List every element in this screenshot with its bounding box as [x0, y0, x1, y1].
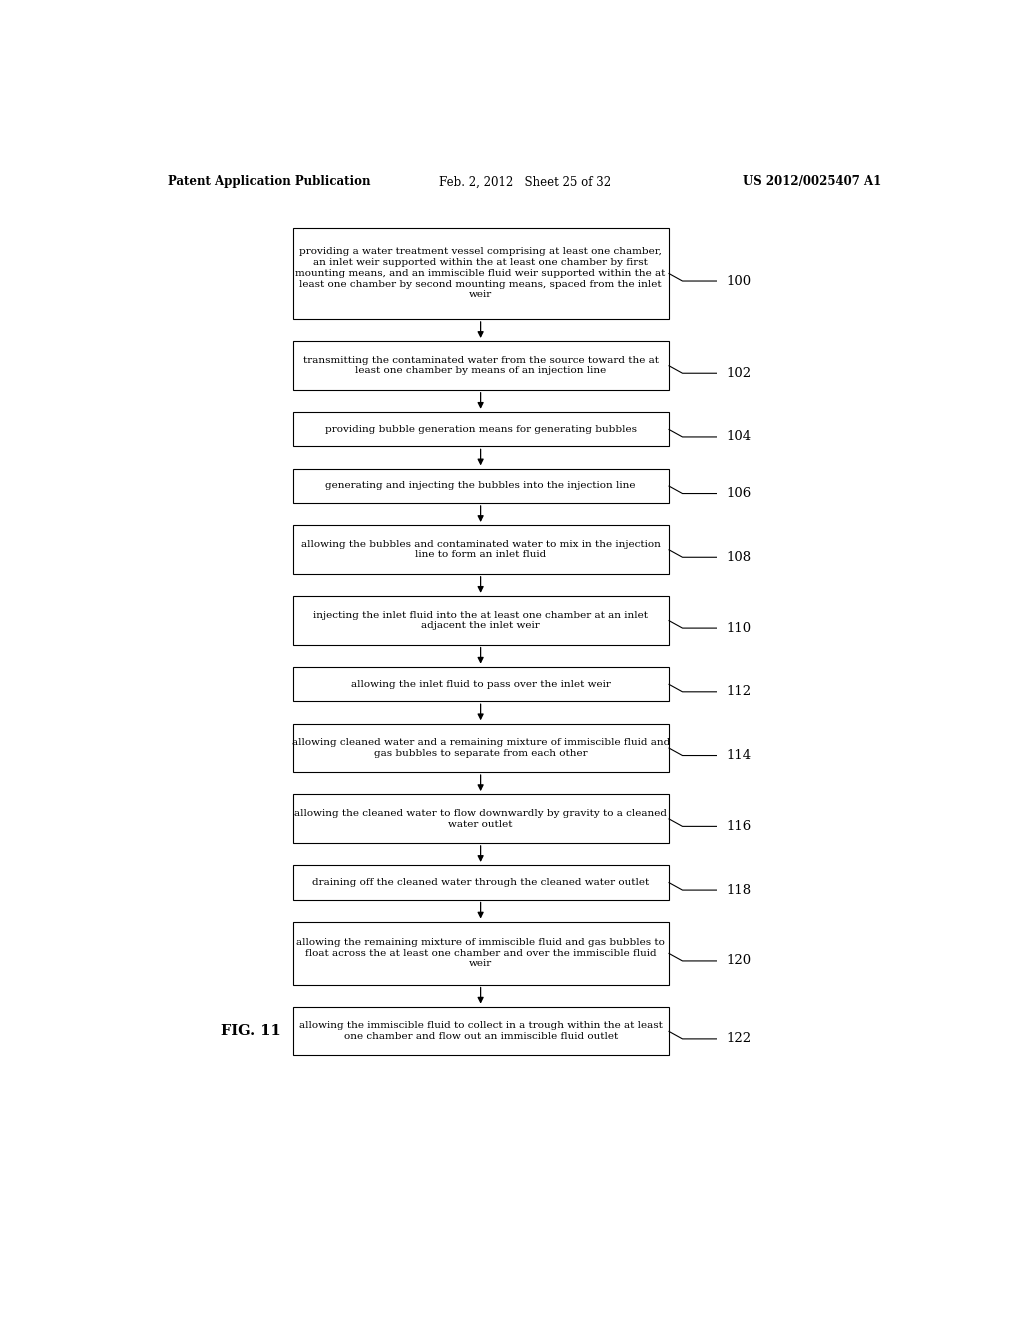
- Bar: [293, 667, 669, 701]
- Text: allowing the bubbles and contaminated water to mix in the injection
line to form: allowing the bubbles and contaminated wa…: [301, 540, 660, 560]
- Bar: [293, 227, 669, 319]
- Text: 118: 118: [726, 883, 752, 896]
- Text: allowing the cleaned water to flow downwardly by gravity to a cleaned
water outl: allowing the cleaned water to flow downw…: [294, 809, 667, 829]
- Bar: [293, 469, 669, 503]
- Text: allowing cleaned water and a remaining mixture of immiscible fluid and
gas bubbl: allowing cleaned water and a remaining m…: [292, 738, 670, 758]
- Bar: [293, 723, 669, 772]
- Text: FIG. 11: FIG. 11: [221, 1024, 281, 1039]
- Text: 102: 102: [726, 367, 752, 380]
- Text: Patent Application Publication: Patent Application Publication: [168, 176, 371, 189]
- Text: 120: 120: [726, 954, 752, 968]
- Bar: [293, 412, 669, 446]
- Text: allowing the remaining mixture of immiscible fluid and gas bubbles to
float acro: allowing the remaining mixture of immisc…: [296, 939, 665, 969]
- Text: providing a water treatment vessel comprising at least one chamber,
an inlet wei: providing a water treatment vessel compr…: [296, 247, 666, 300]
- Text: 106: 106: [726, 487, 752, 500]
- Text: 112: 112: [726, 685, 752, 698]
- Text: 116: 116: [726, 820, 752, 833]
- Bar: [293, 795, 669, 843]
- Text: providing bubble generation means for generating bubbles: providing bubble generation means for ge…: [325, 425, 637, 434]
- Text: 110: 110: [726, 622, 752, 635]
- Text: draining off the cleaned water through the cleaned water outlet: draining off the cleaned water through t…: [312, 878, 649, 887]
- Text: 108: 108: [726, 550, 752, 564]
- Bar: [293, 866, 669, 899]
- Bar: [293, 921, 669, 985]
- Text: 104: 104: [726, 430, 752, 444]
- Bar: [293, 597, 669, 644]
- Text: 100: 100: [726, 275, 752, 288]
- Bar: [293, 1007, 669, 1056]
- Text: US 2012/0025407 A1: US 2012/0025407 A1: [743, 176, 882, 189]
- Text: allowing the immiscible fluid to collect in a trough within the at least
one cha: allowing the immiscible fluid to collect…: [299, 1022, 663, 1041]
- Text: injecting the inlet fluid into the at least one chamber at an inlet
adjacent the: injecting the inlet fluid into the at le…: [313, 611, 648, 630]
- Text: 114: 114: [726, 748, 752, 762]
- Text: transmitting the contaminated water from the source toward the at
least one cham: transmitting the contaminated water from…: [303, 355, 658, 375]
- Bar: [293, 342, 669, 389]
- Text: Feb. 2, 2012   Sheet 25 of 32: Feb. 2, 2012 Sheet 25 of 32: [438, 176, 611, 189]
- Text: allowing the inlet fluid to pass over the inlet weir: allowing the inlet fluid to pass over th…: [350, 680, 610, 689]
- Bar: [293, 525, 669, 574]
- Text: 122: 122: [726, 1032, 752, 1045]
- Text: generating and injecting the bubbles into the injection line: generating and injecting the bubbles int…: [326, 482, 636, 490]
